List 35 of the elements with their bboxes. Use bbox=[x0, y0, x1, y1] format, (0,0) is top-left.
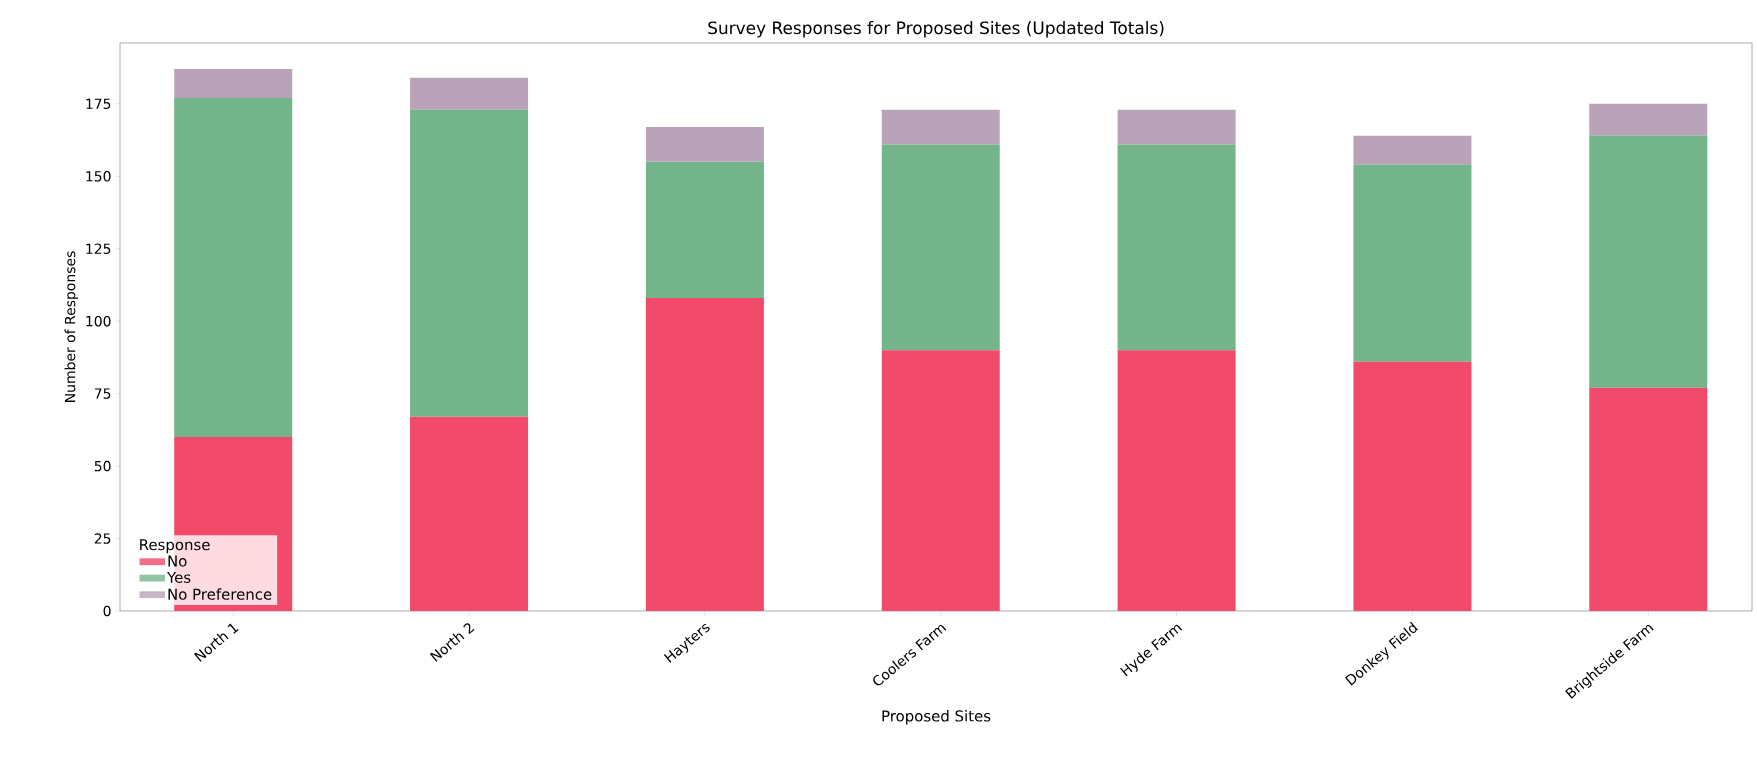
y-tick-label: 175 bbox=[86, 98, 111, 110]
bar bbox=[410, 77, 529, 110]
legend-label: Yes bbox=[166, 571, 191, 584]
bar bbox=[881, 109, 1000, 145]
bar bbox=[1353, 135, 1472, 165]
bar bbox=[1589, 387, 1708, 611]
y-tick-label: 0 bbox=[103, 605, 111, 617]
bar bbox=[1353, 164, 1472, 362]
bar bbox=[1353, 361, 1472, 611]
chart-title: Survey Responses for Proposed Sites (Updated Totals) bbox=[708, 21, 1164, 38]
bar bbox=[1117, 350, 1236, 611]
y-tick-label: 125 bbox=[86, 243, 111, 255]
bar bbox=[645, 298, 764, 611]
bar bbox=[645, 161, 764, 299]
bar bbox=[1117, 144, 1236, 351]
x-axis-title: Proposed Sites bbox=[882, 710, 991, 725]
y-tick-label: 100 bbox=[86, 315, 111, 327]
bar bbox=[410, 416, 529, 611]
bar bbox=[1589, 135, 1708, 388]
legend-label: No Preference bbox=[168, 588, 272, 600]
y-tick-label: 150 bbox=[86, 171, 111, 182]
bar bbox=[174, 69, 293, 99]
legend-title: Response bbox=[140, 539, 210, 554]
y-tick-label: 25 bbox=[94, 533, 111, 544]
bar bbox=[881, 144, 1000, 351]
y-axis-title: Number of Responses bbox=[64, 251, 79, 402]
bar bbox=[1589, 103, 1708, 136]
bar bbox=[410, 109, 529, 417]
y-tick-label: 75 bbox=[94, 388, 111, 399]
bar bbox=[881, 350, 1000, 611]
bar bbox=[174, 98, 293, 438]
legend-label: No bbox=[168, 555, 187, 567]
y-tick-label: 50 bbox=[94, 460, 111, 472]
bar bbox=[1117, 109, 1236, 145]
bar bbox=[645, 127, 764, 162]
